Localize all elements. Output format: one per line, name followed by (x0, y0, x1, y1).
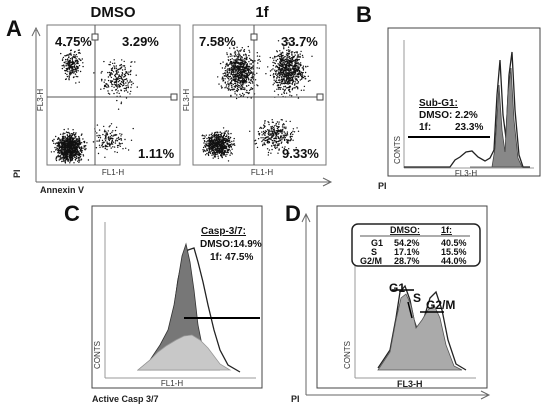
1f-lower-right-percent: 9.33% (282, 146, 319, 161)
1f-fl3h-tick: FL3-H (182, 89, 191, 111)
panel-c-frame (91, 205, 263, 389)
panel-c-legend-1f: 1f: 47.5% (210, 252, 253, 263)
1f-gate-handle-right (316, 93, 324, 101)
panel-c-x-axis-label: Active Casp 3/7 (92, 394, 159, 404)
panel-d-fl3h-tick: FL3-H (397, 379, 423, 389)
dmso-upper-left-percent: 4.75% (55, 34, 92, 49)
panel-d-row-g2m-dmso: 28.7% (394, 256, 420, 266)
panel-d-s-label: S (413, 291, 421, 305)
panel-d-frame (316, 205, 488, 389)
panel-d-s-gate (407, 301, 413, 319)
panel-c-letter: C (64, 201, 80, 226)
panel-a-y-axis-label: PI (12, 169, 22, 178)
1f-scatter-events (201, 39, 313, 162)
dmso-fl3h-tick: FL3-H (36, 89, 45, 111)
panel-a-plot-dmso: DMSO 4.75% 3.29% 1.11% FL3-H FL1-H (36, 4, 181, 177)
panel-d-stats-table (351, 223, 481, 267)
panel-d-histogram (354, 262, 476, 379)
dmso-fl1h-tick: FL1-H (102, 168, 124, 177)
panel-d-row-g1-dmso: 54.2% (394, 238, 420, 248)
dmso-scatter-events (50, 41, 138, 164)
panel-a-plot-1f: 1f 7.58% 33.7% 9.33% FL3-H FL1-H (182, 4, 327, 177)
panel-d-letter: D (285, 201, 301, 226)
1f-title: 1f (255, 4, 269, 21)
1f-upper-right-percent: 33.7% (281, 34, 318, 49)
panel-d-row-s-dmso: 17.1% (394, 247, 420, 257)
panel-d-axis-arrows (301, 212, 491, 400)
panel-d-conts-label: CONTS (343, 341, 352, 369)
panel-b-legend-title: Sub-G1: (419, 98, 458, 109)
panel-b-histogram (403, 40, 534, 169)
dmso-lower-right-percent: 1.11% (138, 146, 175, 161)
panel-b-legend-dmso-value: 2.2% (455, 110, 478, 121)
panel-b-fl3h-tick: FL3-H (455, 169, 477, 178)
panel-c-conts-label: CONTS (93, 341, 102, 369)
panel-d-row-s-label: S (371, 247, 377, 257)
panel-d-x-axis-label: PI (291, 394, 300, 404)
panel-b-frame (387, 27, 541, 177)
panel-d-g2m-label: G2/M (426, 298, 455, 312)
dmso-title: DMSO (91, 4, 136, 21)
panel-a-x-axis-label: Annexin V (40, 185, 84, 195)
panel-d-row-s-1f: 15.5% (441, 247, 467, 257)
panel-c-fl1h-tick: FL1-H (161, 379, 183, 388)
panel-b-legend-dmso-label: DMSO: (419, 110, 452, 121)
panel-c-histogram (104, 222, 256, 379)
panel-c-overlay-fill (136, 334, 232, 371)
panel-b-letter: B (356, 2, 372, 27)
panel-a-letter: A (6, 16, 22, 41)
panel-b-legend-1f-label: 1f: (419, 122, 431, 133)
panel-b-legend-1f-value: 23.3% (455, 122, 483, 133)
panel-d-histogram-fill (377, 293, 463, 371)
1f-gate-handle-top (250, 33, 258, 41)
1f-fl1h-tick: FL1-H (251, 168, 273, 177)
panel-b-conts-label: CONTS (393, 136, 402, 164)
panel-d-header-dmso: DMSO: (390, 225, 420, 235)
panel-d-row-g2m-1f: 44.0% (441, 256, 467, 266)
dmso-gate-handle-top (91, 33, 99, 41)
dmso-upper-right-percent: 3.29% (122, 34, 159, 49)
panel-b-1f-histogram-fill (470, 67, 523, 168)
panel-c-legend-title: Casp-3/7: (201, 226, 246, 237)
panel-d-row-g1-label: G1 (371, 238, 383, 248)
1f-upper-left-percent: 7.58% (199, 34, 236, 49)
panel-d-row-g1-1f: 40.5% (441, 238, 467, 248)
panel-b-dmso-histogram-line (404, 51, 530, 168)
panel-d-g1-label: G1 (389, 281, 405, 295)
dmso-gate-handle-right (170, 93, 178, 101)
panel-a-axis-arrows (31, 26, 333, 187)
panel-d-row-g2m-label: G2/M (360, 256, 382, 266)
panel-b-x-axis-label: PI (378, 181, 387, 191)
panel-c-legend-dmso: DMSO:14.9% (200, 239, 262, 250)
panel-d-header-1f: 1f: (441, 225, 452, 235)
